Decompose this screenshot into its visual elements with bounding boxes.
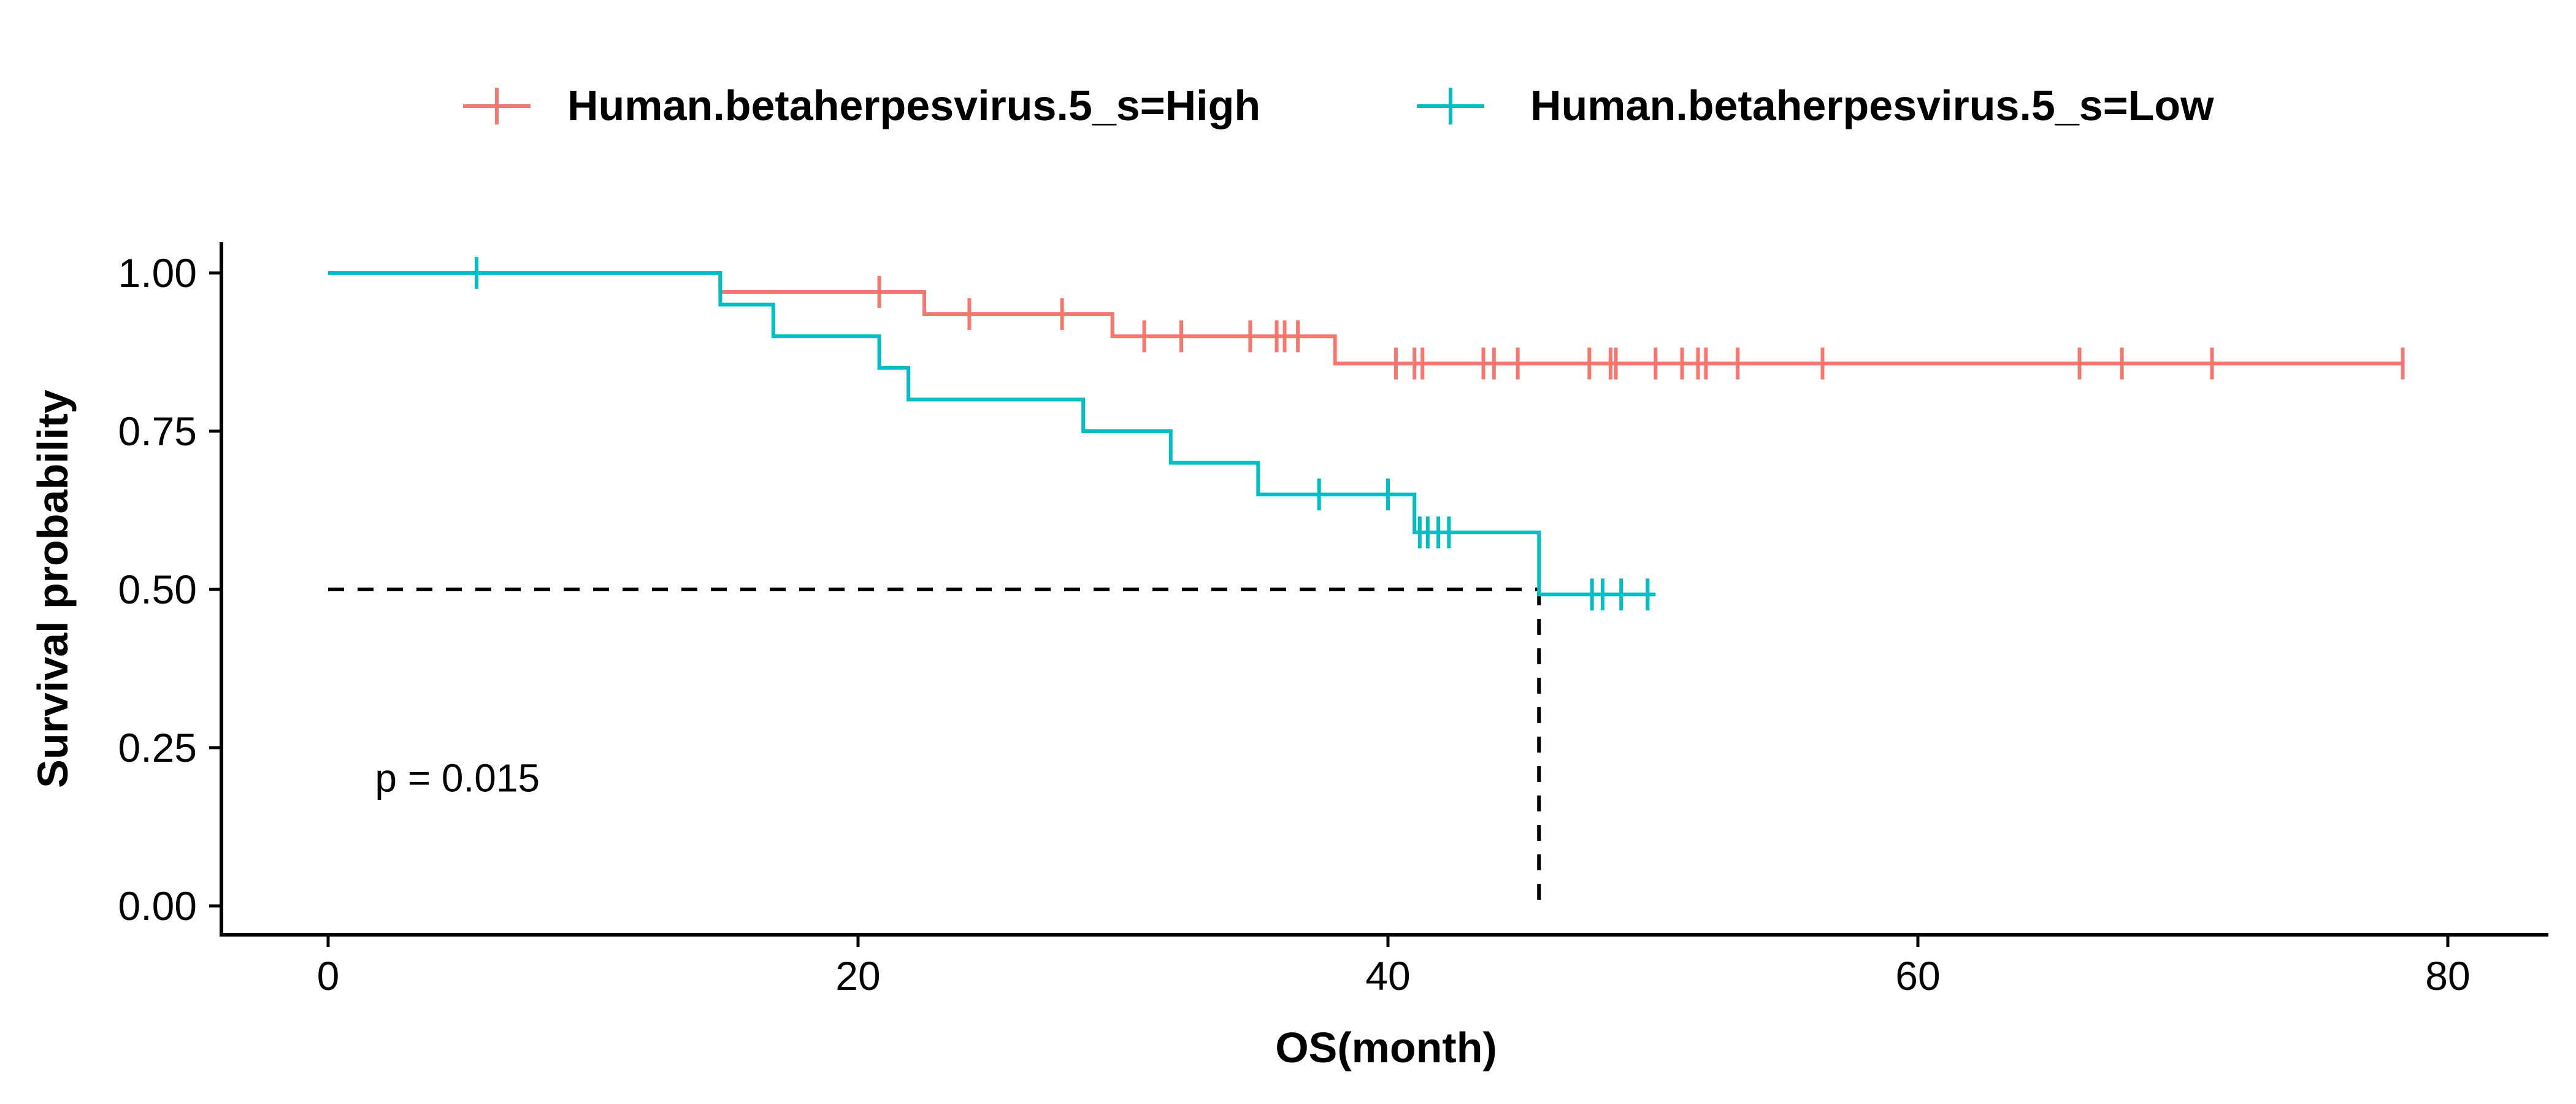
x-tick-label: 0 (317, 953, 340, 999)
y-axis-label: Survival probability (29, 389, 77, 788)
x-tick-label: 60 (1895, 953, 1940, 999)
x-tick-label: 20 (835, 953, 880, 999)
survival-curve-low (328, 271, 1656, 597)
legend: Human.betaherpesvirus.5_s=High Human.bet… (463, 82, 2214, 129)
x-axis-label: OS(month) (1275, 1024, 1497, 1071)
series-high (328, 271, 2405, 380)
y-tick-label: 0.75 (118, 408, 197, 454)
legend-label-low: Human.betaherpesvirus.5_s=Low (1530, 82, 2214, 129)
p-value-annotation: p = 0.015 (375, 756, 540, 800)
y-tick-label: 0.50 (118, 567, 197, 612)
axes: Survival probability OS(month) (29, 242, 2548, 1071)
legend-label-high: Human.betaherpesvirus.5_s=High (567, 82, 1260, 129)
median-reference (328, 588, 1541, 906)
y-tick-label: 0.00 (118, 883, 197, 929)
annotations: p = 0.015 (375, 756, 540, 800)
y-tick-label: 1.00 (118, 250, 197, 296)
series-low (328, 257, 1656, 611)
ticks: 0 20 40 60 80 0.00 0.25 0.50 0.75 1.00 (118, 250, 2471, 999)
survival-curves (328, 257, 2405, 611)
x-tick-label: 40 (1365, 953, 1410, 999)
x-tick-label: 80 (2425, 953, 2470, 999)
survival-curve-high (328, 271, 2403, 366)
y-tick-label: 0.25 (118, 725, 197, 770)
